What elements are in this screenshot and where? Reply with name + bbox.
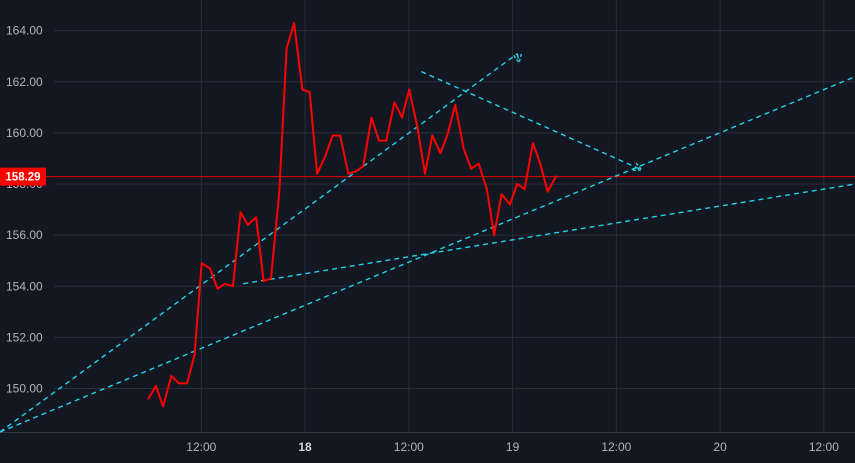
arrow-head[interactable]	[632, 162, 644, 171]
x-tick-label: 12:00	[394, 440, 424, 454]
y-tick-label: 160.00	[6, 126, 43, 140]
arrow-drawing[interactable]	[420, 70, 643, 171]
drawing-tools[interactable]	[0, 53, 855, 433]
x-tick-label: 12:00	[601, 440, 631, 454]
price-labels: 158.29	[0, 167, 46, 186]
y-tick-label: 162.00	[6, 75, 43, 89]
arrow-head[interactable]	[513, 53, 523, 65]
y-tick-label: 156.00	[6, 228, 43, 242]
grid	[0, 0, 855, 432]
y-tick-label: 152.00	[6, 330, 43, 344]
trend-line-drawing[interactable]	[0, 76, 855, 433]
last-price-label-bg	[0, 167, 46, 186]
y-tick-label: 164.00	[6, 24, 43, 38]
x-tick-label: 18	[298, 440, 312, 454]
trend-line-drawing[interactable]	[243, 183, 855, 285]
trend-line-drawing[interactable]	[0, 53, 518, 433]
y-tick-label: 150.00	[6, 382, 43, 396]
x-tick-label: 12:00	[186, 440, 216, 454]
last-price-label: 158.29	[5, 172, 40, 184]
y-tick-label: 154.00	[6, 279, 43, 293]
series	[147, 22, 557, 408]
x-tick-label: 12:00	[809, 440, 839, 454]
x-tick-label: 20	[713, 440, 727, 454]
arrow-drawing[interactable]	[516, 53, 520, 63]
price-series-line	[147, 22, 557, 408]
x-tick-label: 19	[506, 440, 520, 454]
